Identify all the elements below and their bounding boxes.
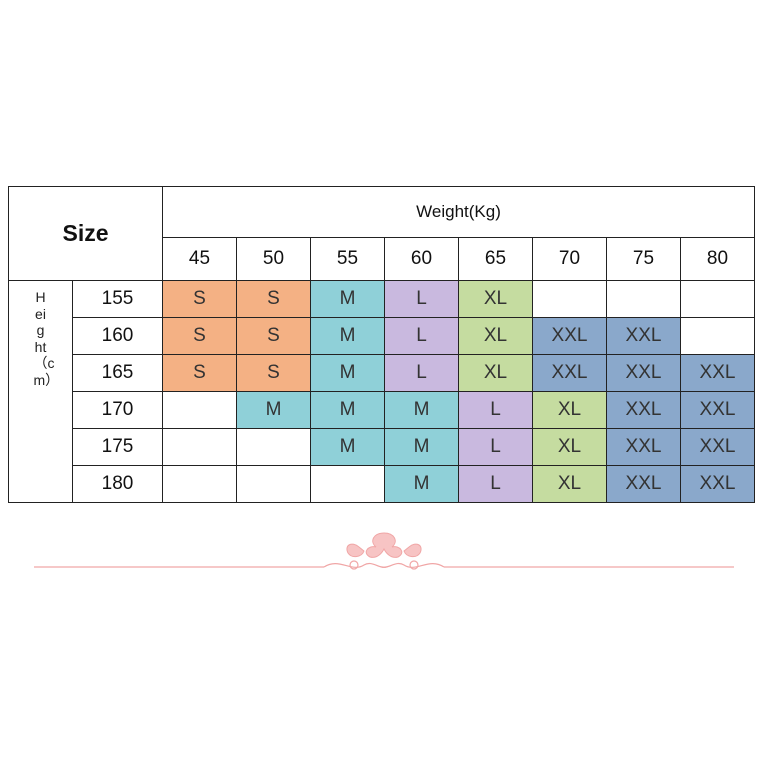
size-cell: M [384,465,459,503]
floral-divider-icon [34,532,734,570]
size-cell: XL [532,391,607,429]
weight-title: Weight(Kg) [162,186,755,238]
ornament-scroll-right [381,562,445,568]
size-cell: S [236,280,311,318]
size-chart-table: Size Weight(Kg) 45 50 55 60 65 70 75 80 Height（… [8,186,755,503]
size-cell: XXL [680,428,755,466]
height-axis-label: Height（cm） [8,280,73,503]
table-row: 165 S S M L XL XXL XXL XXL [9,354,755,392]
weight-header-cell: 80 [680,237,755,281]
size-cell: L [384,317,459,355]
height-value-cell: 160 [72,317,163,355]
table-row: 175 M M L XL XXL XXL [9,428,755,466]
weight-header-row: 45 50 55 60 65 70 75 80 [9,237,755,281]
table-row: 160 S S M L XL XXL XXL [9,317,755,355]
table-row: 170 M M M L XL XXL XXL [9,391,755,429]
weight-header-cell: 55 [310,237,385,281]
size-cell: L [458,465,533,503]
size-cell [680,317,755,355]
size-cell [606,280,681,318]
size-cell [162,391,237,429]
size-cell [162,465,237,503]
size-cell [532,280,607,318]
size-cell: S [236,354,311,392]
height-value-cell: 175 [72,428,163,466]
size-cell: XXL [606,465,681,503]
height-value-cell: 170 [72,391,163,429]
size-cell: XL [532,428,607,466]
size-cell: XL [532,465,607,503]
size-cell: XL [458,280,533,318]
size-cell: XXL [680,465,755,503]
height-label-text: Height（cm） [33,289,60,388]
weight-header-cell: 60 [384,237,459,281]
size-cell: S [162,317,237,355]
size-cell: M [310,391,385,429]
size-cell: M [310,428,385,466]
ornament-scroll-left [323,562,387,568]
size-cell [310,465,385,503]
size-cell: XXL [680,354,755,392]
size-cell: XXL [680,391,755,429]
size-cell: XL [458,354,533,392]
size-cell [680,280,755,318]
size-cell: XXL [606,354,681,392]
height-value-cell: 180 [72,465,163,503]
ornament-flower [365,532,403,558]
size-cell [236,428,311,466]
table-row: 180 M L XL XXL XXL [9,465,755,503]
size-cell: M [310,317,385,355]
size-cell: L [384,280,459,318]
size-cell: L [384,354,459,392]
weight-header-cell: 65 [458,237,533,281]
size-cell: M [384,391,459,429]
size-cell: XXL [532,354,607,392]
size-cell: L [458,391,533,429]
weight-header-cell: 50 [236,237,311,281]
height-value-cell: 155 [72,280,163,318]
size-cell: XL [458,317,533,355]
size-cell: L [458,428,533,466]
size-cell: M [236,391,311,429]
size-cell: M [310,280,385,318]
weight-header-cell: 45 [162,237,237,281]
size-cell: S [162,280,237,318]
size-cell: XXL [532,317,607,355]
size-cell: M [310,354,385,392]
size-cell [162,428,237,466]
size-cell: M [384,428,459,466]
size-cell [236,465,311,503]
size-cell: XXL [606,428,681,466]
weight-header-cell: 75 [606,237,681,281]
table-row: Height（cm） 155 S S M L XL [8,280,755,503]
weight-header-cell: 70 [532,237,607,281]
size-cell: XXL [606,391,681,429]
size-cell: XXL [606,317,681,355]
size-cell: S [162,354,237,392]
size-header: Size [8,186,163,281]
size-cell: S [236,317,311,355]
size-rows: Height（cm） 155 S S M L XL 160 S S M L XL XXL XXL 165 S S M… [8,280,755,503]
height-value-cell: 165 [72,354,163,392]
